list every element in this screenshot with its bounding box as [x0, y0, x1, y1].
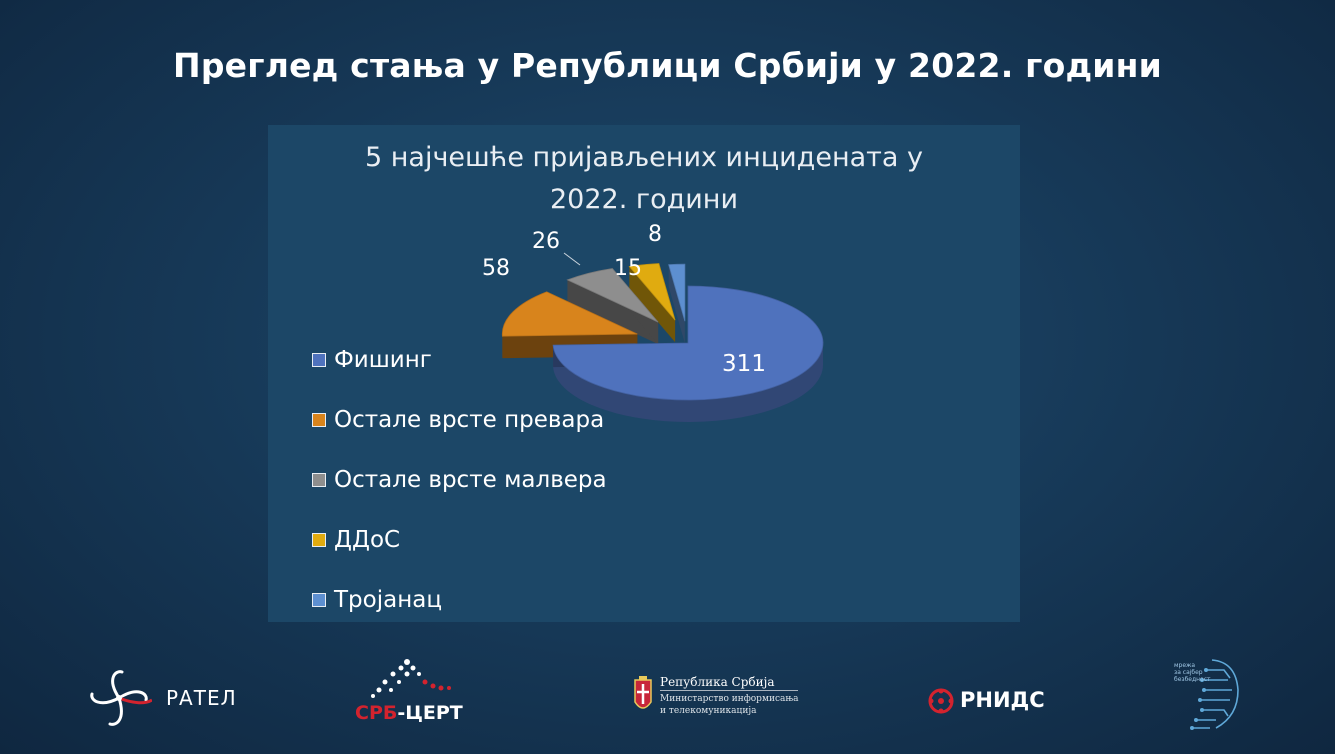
pie-slice-face-ddos-0	[629, 266, 676, 343]
pie-slice-face-trojan-0	[668, 264, 685, 344]
cyber-line-2: за сајбер	[1174, 669, 1203, 676]
cyber-line-1: мрежа	[1174, 662, 1196, 669]
cyber-line-3: безбедност	[1174, 676, 1211, 683]
pie-slice-top-ddos	[628, 263, 676, 321]
ratel-emblem-icon	[90, 670, 152, 726]
legend-label-fraud: Остале врсте превара	[334, 407, 605, 433]
cyber-network-logo: мрежа за сајбер безбедност	[1172, 654, 1248, 734]
pie-slice-top-trojan	[668, 263, 686, 322]
chart-title: 5 најчешће пријављених инцидената у 2022…	[268, 137, 1020, 221]
legend-item-trojan: Тројанац	[312, 570, 607, 630]
cyber-circuit-icon	[1190, 659, 1239, 730]
data-label-trojan: 8	[648, 222, 662, 247]
legend-item-ddos: ДДоС	[312, 510, 607, 570]
legend-label-malware: Остале врсте малвера	[334, 467, 607, 493]
footer-logos: РАТЕЛ СРБ-ЦЕРТ Република Србија М	[0, 640, 1335, 754]
chart-panel: 5 најчешће пријављених инцидената у 2022…	[268, 125, 1020, 622]
serbia-coat-of-arms-icon	[634, 676, 652, 709]
chart-legend: Фишинг Остале врсте превара Остале врсте…	[312, 330, 607, 630]
data-label-phishing: 311	[722, 351, 766, 377]
srbcert-text-red: СРБ	[355, 702, 398, 724]
pie-slice-face-malware-0	[567, 279, 659, 345]
legend-label-ddos: ДДоС	[334, 527, 401, 553]
rnids-emblem-icon	[928, 688, 954, 714]
chart-title-line-2: 2022. години	[550, 184, 738, 215]
pie-slice-top-phishing	[552, 285, 824, 401]
gov-line-2: Министарство информисања	[660, 694, 799, 704]
pie-slice-trojan	[668, 263, 686, 344]
pie-slice-wall-phishing	[553, 343, 823, 423]
chart-title-line-1: 5 најчешће пријављених инцидената у	[365, 142, 923, 173]
srbcert-text-white: -ЦЕРТ	[397, 702, 463, 724]
legend-swatch-malware	[312, 473, 326, 487]
legend-swatch-phishing	[312, 353, 326, 367]
ratel-logo: РАТЕЛ	[86, 668, 236, 728]
slide-title: Преглед стања у Републици Србији у 2022.…	[173, 46, 1162, 85]
data-label-fraud: 58	[482, 256, 510, 281]
legend-item-phishing: Фишинг	[312, 330, 607, 390]
pie-chart: 311 58 26 158	[482, 222, 824, 423]
gov-logo: Република Србија Министарство информисањ…	[632, 674, 799, 720]
data-label-malware: 26	[532, 229, 560, 254]
pie-slice-malware	[566, 268, 659, 345]
legend-swatch-ddos	[312, 533, 326, 547]
srbcert-logo: СРБ-ЦЕРТ	[355, 656, 475, 726]
label-leader-line	[563, 252, 581, 266]
legend-label-trojan: Тројанац	[334, 587, 442, 613]
rnids-logo: РНИДС	[928, 686, 1058, 716]
gov-line-3: и телекомуникација	[660, 706, 757, 716]
legend-label-phishing: Фишинг	[334, 347, 432, 373]
pie-slice-phishing	[552, 285, 824, 423]
rnids-logo-text: РНИДС	[960, 688, 1045, 712]
pie-slice-ddos	[628, 263, 676, 343]
data-label-ddos: 15	[614, 256, 642, 281]
srbcert-dots-icon	[371, 659, 451, 698]
pie-slice-top-fraud	[501, 291, 638, 337]
legend-item-fraud: Остале врсте превара	[312, 390, 607, 450]
pie-slice-top-malware	[566, 268, 659, 323]
gov-line-1: Република Србија	[660, 676, 799, 691]
legend-item-malware: Остале врсте малвера	[312, 450, 607, 510]
ratel-logo-text: РАТЕЛ	[166, 686, 237, 710]
legend-swatch-trojan	[312, 593, 326, 607]
legend-swatch-fraud	[312, 413, 326, 427]
